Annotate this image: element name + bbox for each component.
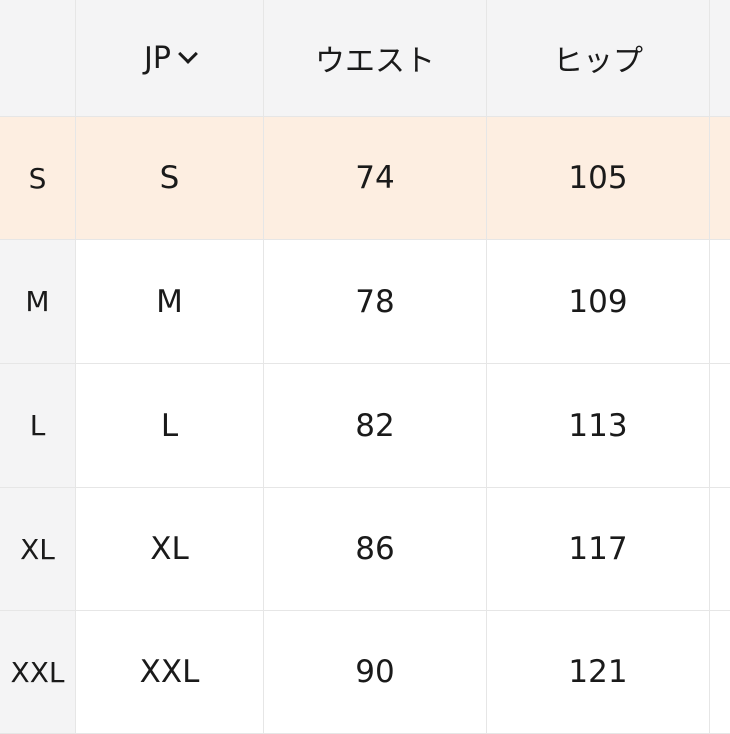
header-waist: ウエスト <box>264 0 487 117</box>
cell-hip: 121 <box>487 611 710 734</box>
cell-size: XL <box>0 488 76 611</box>
cell-waist: 78 <box>264 240 487 364</box>
header-jp-label: JP <box>144 40 171 76</box>
cell-size: S <box>0 117 76 240</box>
cell-next <box>710 240 730 364</box>
cell-next <box>710 611 730 734</box>
cell-waist: 74 <box>264 117 487 240</box>
header-size <box>0 0 76 117</box>
cell-next <box>710 364 730 488</box>
cell-hip: 117 <box>487 488 710 611</box>
cell-jp: XXL <box>76 611 264 734</box>
cell-jp: L <box>76 364 264 488</box>
cell-hip: 105 <box>487 117 710 240</box>
cell-hip: 109 <box>487 240 710 364</box>
cell-waist: 90 <box>264 611 487 734</box>
cell-size: XXL <box>0 611 76 734</box>
cell-jp: S <box>76 117 264 240</box>
cell-jp: M <box>76 240 264 364</box>
cell-hip: 113 <box>487 364 710 488</box>
cell-size: M <box>0 240 76 364</box>
chevron-down-icon <box>178 44 198 64</box>
cell-next <box>710 488 730 611</box>
cell-size: L <box>0 364 76 488</box>
header-next <box>710 0 730 117</box>
cell-next <box>710 117 730 240</box>
cell-waist: 82 <box>264 364 487 488</box>
header-jp-dropdown[interactable]: JP <box>76 0 264 117</box>
cell-waist: 86 <box>264 488 487 611</box>
cell-jp: XL <box>76 488 264 611</box>
header-hip: ヒップ <box>487 0 710 117</box>
